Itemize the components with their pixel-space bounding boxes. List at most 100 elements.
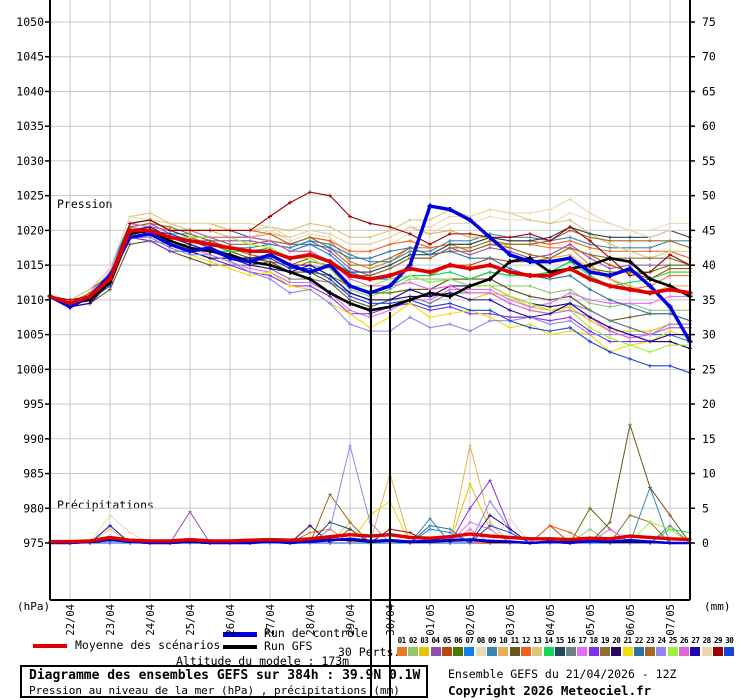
svg-text:1045: 1045 — [16, 50, 44, 64]
svg-text:0: 0 — [702, 536, 709, 550]
svg-text:1035: 1035 — [16, 119, 44, 133]
svg-text:04/05: 04/05 — [545, 604, 557, 636]
svg-text:1015: 1015 — [16, 258, 44, 272]
svg-text:1010: 1010 — [16, 293, 44, 307]
member-swatch-21: 21 — [622, 636, 633, 656]
member-pressure-curves — [48, 190, 692, 375]
svg-text:45: 45 — [702, 223, 716, 237]
axis-tick-labels: 1050104510401035103010251020101510101005… — [16, 15, 716, 636]
member-swatch-16: 16 — [565, 636, 577, 656]
svg-text:70: 70 — [702, 50, 716, 64]
main-series-curves — [47, 203, 693, 545]
precipitation-section-label: Précipitations — [57, 498, 154, 512]
member-number-label: 12 — [521, 636, 531, 645]
member-color-box — [487, 647, 498, 656]
left-axis-unit-label: (hPa) — [17, 600, 51, 613]
svg-text:1005: 1005 — [16, 328, 44, 342]
member-color-box — [453, 647, 464, 656]
member-number-label: 18 — [589, 636, 599, 645]
member-color-box — [588, 647, 599, 656]
member-number-label: 14 — [544, 636, 553, 645]
member-color-box — [633, 647, 644, 656]
svg-text:24/04: 24/04 — [145, 604, 157, 636]
svg-text:1025: 1025 — [16, 189, 44, 203]
member-color-box — [441, 647, 452, 656]
svg-text:30: 30 — [702, 328, 716, 342]
svg-text:26/04: 26/04 — [225, 604, 237, 636]
svg-text:01/05: 01/05 — [425, 604, 437, 636]
member-color-legend: 01 02 03 04 05 06 07 08 09 10 11 12 13 14 15 16 17 18 19 20… — [396, 636, 735, 656]
member-color-box — [701, 647, 712, 656]
svg-text:55: 55 — [702, 154, 716, 168]
member-swatch-01: 01 — [396, 636, 407, 656]
member-swatch-02: 02 — [407, 636, 418, 656]
model-altitude-note: Altitude du modele : 173m — [176, 654, 350, 668]
member-color-box — [475, 647, 486, 656]
svg-text:07/05: 07/05 — [665, 604, 677, 636]
member-swatch-23: 23 — [645, 636, 656, 656]
svg-text:30/04: 30/04 — [385, 604, 397, 636]
member-number-label: 27 — [691, 636, 700, 645]
member-swatch-13: 13 — [532, 636, 543, 656]
member-color-box — [622, 647, 633, 656]
member-number-label: 20 — [612, 636, 621, 645]
svg-text:40: 40 — [702, 258, 716, 272]
member-number-label: 23 — [646, 636, 655, 645]
member-swatch-22: 22 — [633, 636, 644, 656]
member-swatch-03: 03 — [419, 636, 430, 656]
right-axis-unit-label: (mm) — [704, 600, 731, 613]
member-number-label: 01 — [397, 636, 407, 645]
svg-text:985: 985 — [23, 467, 44, 481]
svg-text:980: 980 — [23, 501, 44, 515]
member-color-box — [645, 647, 656, 656]
member-swatch-06: 06 — [452, 636, 464, 656]
svg-text:990: 990 — [23, 432, 44, 446]
member-number-label: 03 — [420, 636, 429, 645]
member-number-label: 25 — [668, 636, 678, 645]
svg-text:02/05: 02/05 — [465, 604, 477, 636]
svg-text:15: 15 — [702, 432, 716, 446]
svg-text:975: 975 — [23, 536, 44, 550]
member-swatch-27: 27 — [690, 636, 701, 656]
member-number-label: 24 — [657, 636, 666, 645]
member-color-box — [464, 647, 475, 656]
copyright-label: Copyright 2026 Meteociel.fr — [448, 683, 652, 698]
member-swatch-09: 09 — [486, 636, 498, 656]
pressure-section-label: Pression — [57, 197, 113, 211]
member-swatch-26: 26 — [678, 636, 690, 656]
member-swatch-11: 11 — [509, 636, 520, 656]
svg-text:65: 65 — [702, 84, 716, 98]
member-color-box — [566, 647, 577, 656]
member-swatch-15: 15 — [554, 636, 565, 656]
member-number-label: 29 — [713, 636, 723, 645]
legend-mean-label: Moyenne des scénarios — [75, 638, 221, 652]
svg-text:23/04: 23/04 — [105, 604, 117, 636]
member-swatch-19: 19 — [599, 636, 610, 656]
member-swatch-10: 10 — [498, 636, 509, 656]
member-color-box — [577, 647, 588, 656]
svg-text:75: 75 — [702, 15, 716, 29]
member-number-label: 08 — [476, 636, 486, 645]
svg-text:05/05: 05/05 — [585, 604, 597, 636]
member-number-label: 30 — [725, 636, 734, 645]
member-swatch-24: 24 — [656, 636, 667, 656]
member-color-box — [667, 647, 678, 656]
member-color-box — [724, 647, 735, 656]
chart-title: Diagramme des ensembles GEFS sur 384h : … — [29, 668, 421, 683]
svg-text:1040: 1040 — [16, 84, 44, 98]
member-color-box — [430, 647, 441, 656]
member-swatch-08: 08 — [475, 636, 486, 656]
member-swatch-25: 25 — [667, 636, 678, 656]
member-color-box — [712, 647, 723, 656]
member-number-label: 19 — [600, 636, 610, 645]
svg-text:1030: 1030 — [16, 154, 44, 168]
svg-text:5: 5 — [702, 501, 709, 515]
svg-text:22/04: 22/04 — [65, 604, 77, 636]
member-swatch-14: 14 — [543, 636, 554, 656]
member-number-label: 11 — [510, 636, 520, 645]
member-number-label: 26 — [680, 636, 689, 645]
svg-text:10: 10 — [702, 467, 716, 481]
member-number-label: 17 — [578, 636, 587, 645]
